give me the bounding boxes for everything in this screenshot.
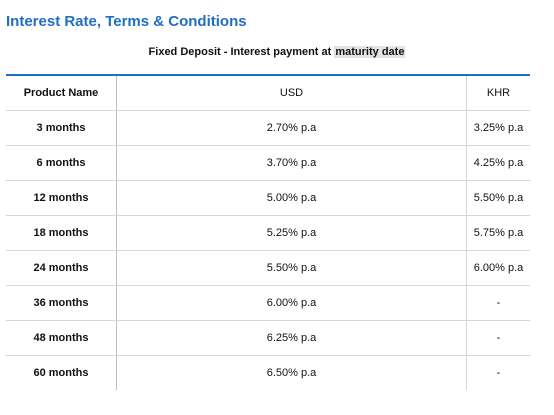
table-row: 60 months 6.50% p.a - <box>6 355 530 390</box>
table-row: 18 months 5.25% p.a 5.75% p.a <box>6 215 530 251</box>
khr-rate-cell: 5.50% p.a <box>466 180 530 216</box>
khr-rate-cell: - <box>466 320 530 356</box>
table-row: 3 months 2.70% p.a 3.25% p.a <box>6 110 530 146</box>
product-name-cell: 18 months <box>6 215 117 251</box>
product-name-cell: 3 months <box>6 110 117 146</box>
product-name-cell: 24 months <box>6 250 117 286</box>
usd-rate-cell: 5.25% p.a <box>116 215 467 251</box>
usd-rate-cell: 5.50% p.a <box>116 250 467 286</box>
table-row: 36 months 6.00% p.a - <box>6 285 530 321</box>
usd-rate-cell: 6.50% p.a <box>116 355 467 390</box>
usd-rate-cell: 2.70% p.a <box>116 110 467 146</box>
table-caption: Fixed Deposit - Interest payment at matu… <box>0 46 554 58</box>
usd-rate-cell: 5.00% p.a <box>116 180 467 216</box>
table-header-row: Product Name USD KHR <box>6 75 530 111</box>
usd-rate-cell: 6.00% p.a <box>116 285 467 321</box>
table-row: 12 months 5.00% p.a 5.50% p.a <box>6 180 530 216</box>
usd-rate-cell: 6.25% p.a <box>116 320 467 356</box>
table-row: 48 months 6.25% p.a - <box>6 320 530 356</box>
page-title: Interest Rate, Terms & Conditions <box>6 13 247 30</box>
khr-rate-cell: 5.75% p.a <box>466 215 530 251</box>
rates-table-container: Product Name USD KHR 3 months 2.70% p.a … <box>6 74 530 390</box>
khr-rate-cell: - <box>496 367 501 379</box>
khr-rate-cell: - <box>466 285 530 321</box>
table-row: 24 months 5.50% p.a 6.00% p.a <box>6 250 530 286</box>
rates-table: Product Name USD KHR 3 months 2.70% p.a … <box>6 74 530 390</box>
header-khr: KHR <box>466 75 530 111</box>
product-name-cell: 6 months <box>6 145 117 181</box>
product-name-cell: 12 months <box>6 180 117 216</box>
khr-rate-cell: 4.25% p.a <box>466 145 530 181</box>
caption-text: Fixed Deposit - Interest payment at <box>148 46 335 58</box>
khr-rate-cell: 3.25% p.a <box>466 110 530 146</box>
khr-rate-cell: 6.00% p.a <box>466 250 530 286</box>
table-row: 6 months 3.70% p.a 4.25% p.a <box>6 145 530 181</box>
product-name-cell: 48 months <box>6 320 117 356</box>
header-usd: USD <box>116 75 467 111</box>
product-name-cell: 60 months <box>6 355 117 390</box>
header-product-name: Product Name <box>6 75 117 111</box>
usd-rate-cell: 3.70% p.a <box>116 145 467 181</box>
product-name-cell: 36 months <box>6 285 117 321</box>
caption-highlight: maturity date <box>334 46 406 58</box>
